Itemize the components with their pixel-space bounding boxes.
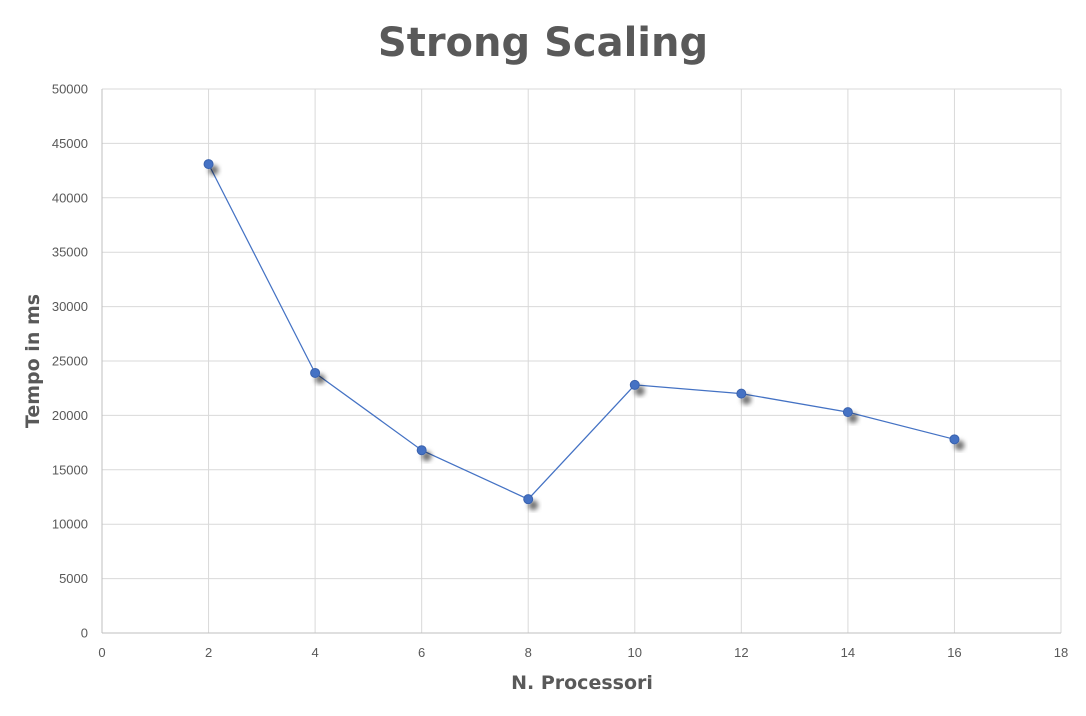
y-tick-label: 40000 bbox=[52, 190, 88, 205]
x-tick-label: 10 bbox=[628, 645, 642, 660]
y-tick-label: 35000 bbox=[52, 245, 88, 260]
y-axis-title: Tempo in ms bbox=[22, 294, 44, 428]
axes bbox=[101, 89, 1061, 634]
x-tick-label: 18 bbox=[1054, 645, 1068, 660]
y-tick-label: 50000 bbox=[52, 82, 88, 97]
y-tick-label: 0 bbox=[81, 626, 88, 641]
data-point bbox=[736, 388, 747, 399]
data-point bbox=[629, 379, 640, 390]
x-tick-label: 2 bbox=[205, 645, 212, 660]
y-axis-tick-labels: 0 5000 10000 15000 20000 25000 30000 35000 40000… bbox=[52, 82, 88, 641]
x-tick-label: 8 bbox=[525, 645, 532, 660]
data-point bbox=[416, 445, 427, 456]
gridlines bbox=[102, 88, 1062, 633]
data-series bbox=[203, 159, 960, 505]
data-point bbox=[949, 434, 960, 445]
x-axis-tick-labels: 0 2 4 6 8 10 12 14 16 18 bbox=[98, 645, 1068, 660]
x-tick-label: 6 bbox=[418, 645, 425, 660]
y-tick-label: 10000 bbox=[52, 517, 88, 532]
x-tick-label: 0 bbox=[98, 645, 105, 660]
y-tick-label: 20000 bbox=[52, 408, 88, 423]
y-tick-label: 45000 bbox=[52, 136, 88, 151]
data-point bbox=[842, 407, 853, 418]
x-tick-label: 4 bbox=[311, 645, 318, 660]
data-point bbox=[523, 494, 534, 505]
y-tick-label: 15000 bbox=[52, 462, 88, 477]
x-tick-label: 12 bbox=[734, 645, 748, 660]
y-tick-label: 30000 bbox=[52, 299, 88, 314]
chart-title: Strong Scaling bbox=[378, 20, 708, 66]
x-tick-label: 16 bbox=[947, 645, 961, 660]
data-point bbox=[203, 159, 214, 170]
series-line bbox=[208, 163, 955, 500]
y-tick-label: 25000 bbox=[52, 354, 88, 369]
data-point bbox=[310, 367, 321, 378]
y-tick-label: 5000 bbox=[59, 571, 88, 586]
x-tick-label: 14 bbox=[841, 645, 855, 660]
x-axis-title: N. Processori bbox=[511, 672, 653, 694]
